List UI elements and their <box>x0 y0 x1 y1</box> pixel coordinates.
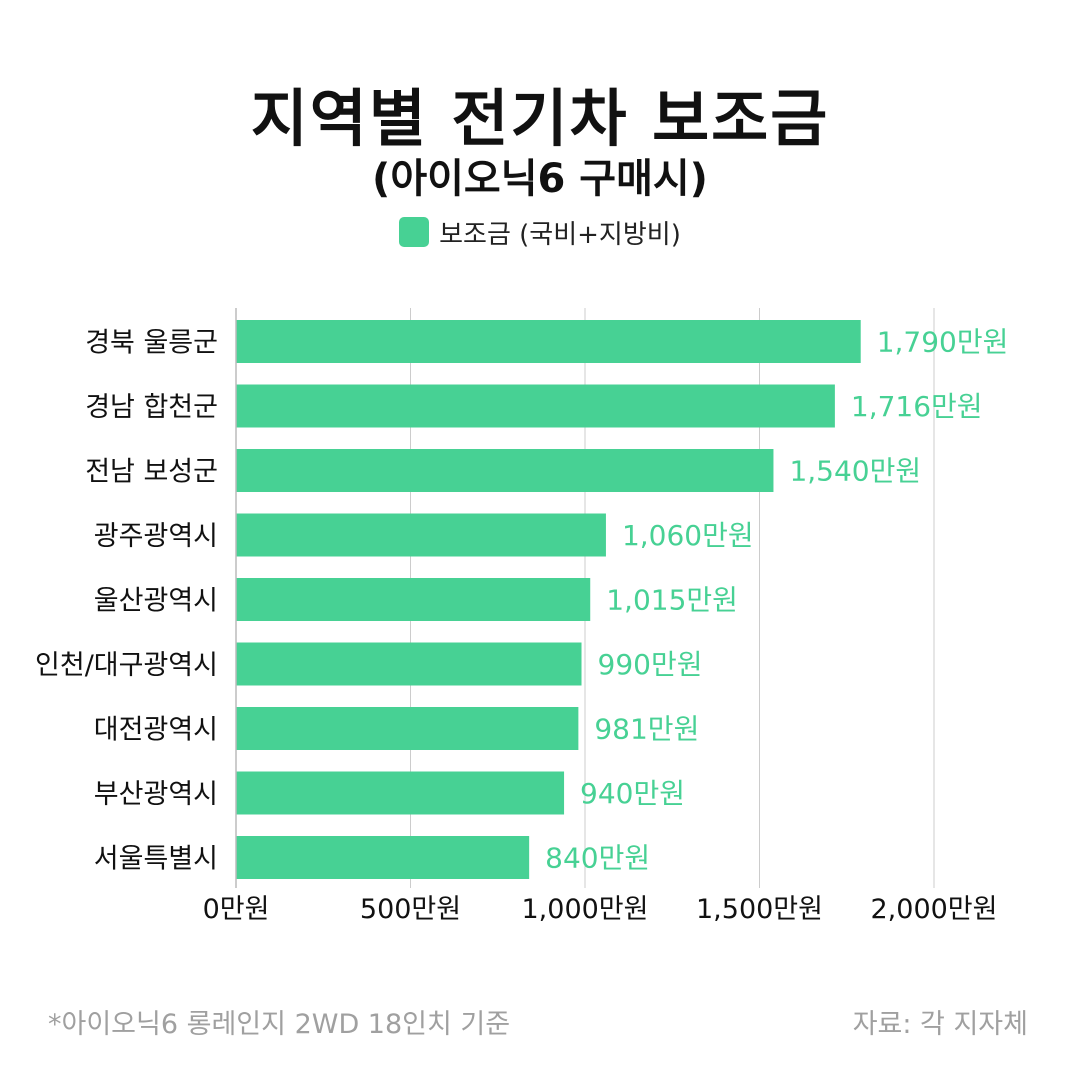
category-label: 서울특별시 <box>94 844 218 875</box>
category-label: 경북 울릉군 <box>85 328 218 359</box>
category-label: 인천/대구광역시 <box>35 650 218 681</box>
bar <box>236 384 835 428</box>
data-label: 840만원 <box>545 842 650 875</box>
bar <box>236 513 606 557</box>
chart-subtitle: (아이오닉6 구매시) <box>372 156 708 202</box>
x-tick-label: 1,000만원 <box>522 894 649 925</box>
bar <box>236 771 565 815</box>
x-tick-label: 1,500만원 <box>696 894 823 925</box>
category-label: 경남 합천군 <box>85 392 218 423</box>
bar <box>236 642 582 686</box>
data-label: 990만원 <box>598 648 703 681</box>
category-label: 전남 보성군 <box>85 457 218 488</box>
data-label: 981만원 <box>594 713 699 746</box>
footnote: *아이오닉6 롱레인지 2WD 18인치 기준 <box>48 1009 511 1040</box>
data-label: 1,790만원 <box>877 326 1009 359</box>
source-note: 자료: 각 지자체 <box>852 1009 1028 1040</box>
data-label: 1,540만원 <box>789 455 921 488</box>
data-label: 1,060만원 <box>622 519 754 552</box>
x-tick-label: 0만원 <box>203 894 270 925</box>
x-tick-label: 2,000만원 <box>871 894 998 925</box>
bar <box>236 707 579 750</box>
category-label: 부산광역시 <box>94 779 218 810</box>
legend-label: 보조금 (국비+지방비) <box>439 219 681 250</box>
bar <box>236 578 591 621</box>
data-label: 1,015만원 <box>606 584 738 617</box>
legend-swatch <box>399 217 430 247</box>
legend: 보조금 (국비+지방비) <box>0 212 1080 252</box>
data-label: 1,716만원 <box>851 390 983 423</box>
chart-title: 지역별 전기차 보조금 <box>250 82 830 155</box>
bar <box>236 836 530 879</box>
data-label: 940만원 <box>580 777 685 810</box>
x-tick-label: 500만원 <box>360 894 461 925</box>
category-label: 울산광역시 <box>94 586 218 617</box>
bar <box>236 449 774 492</box>
category-label: 광주광역시 <box>94 521 218 552</box>
bar <box>236 320 861 363</box>
category-label: 대전광역시 <box>94 715 218 746</box>
